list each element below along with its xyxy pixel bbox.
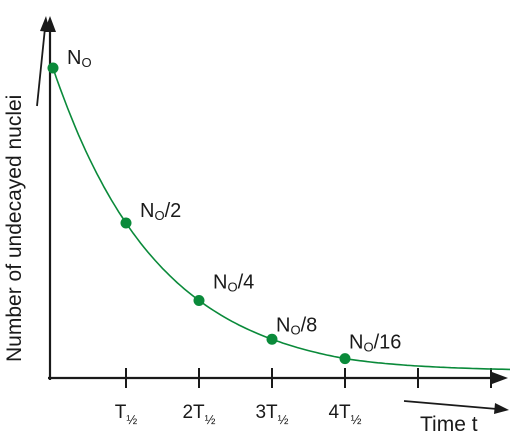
y-label-arrow-line — [36, 27, 46, 107]
data-point — [339, 353, 351, 365]
x-tick-label: 3T½ — [255, 402, 288, 427]
data-point — [47, 62, 59, 74]
axes — [36, 16, 509, 414]
data-label: NO/8 — [276, 314, 317, 337]
decay-curve — [52, 67, 510, 371]
y-axis-label: Number of undecayed nuclei — [3, 95, 26, 362]
y-label-arrow-head — [40, 16, 50, 32]
x-axis-arrow — [492, 372, 508, 384]
data-label: NO/2 — [140, 200, 181, 223]
data-point — [120, 217, 132, 229]
x-label-arrow-line — [403, 400, 498, 410]
x-tick-label: 4T½ — [328, 402, 361, 427]
x-tick-label: T½ — [115, 402, 138, 427]
data-point — [266, 333, 278, 345]
data-points: NO NO/2 NO/4 NO/8 NO/16 — [47, 47, 401, 365]
x-axis-label: Time t — [420, 413, 478, 436]
data-label: NO — [67, 47, 92, 70]
axis-labels: Number of undecayed nuclei Time t — [3, 95, 478, 436]
x-label-arrow-head — [494, 403, 509, 414]
x-ticks: T½ 2T½ 3T½ 4T½ — [115, 368, 492, 427]
data-point — [193, 295, 205, 306]
x-tick-label: 2T½ — [182, 402, 215, 427]
data-label: NO/4 — [213, 272, 254, 295]
data-label: NO/16 — [349, 332, 401, 355]
